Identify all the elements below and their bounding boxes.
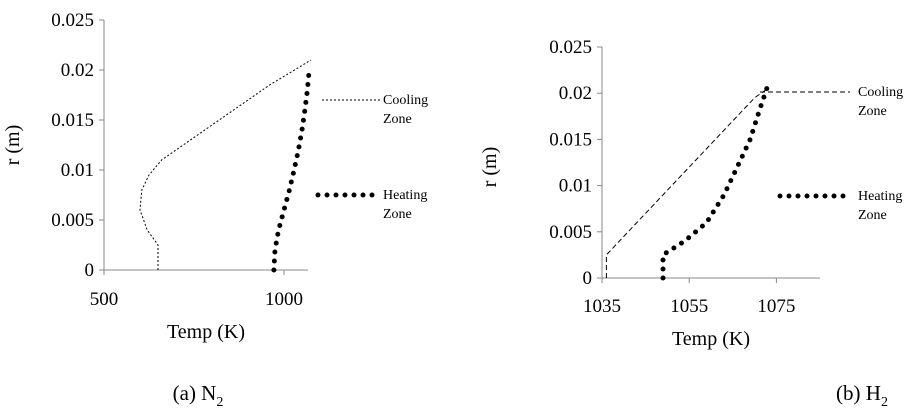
series-line-cooling-zone — [139, 59, 312, 270]
chart-panel-h2: 0 0.005 0.01 0.015 0.02 0.025 1035 1055 1075 Temp… — [479, 37, 903, 410]
y-tick-label: 0.025 — [549, 37, 592, 58]
x-tick-label: 1055 — [670, 296, 708, 317]
y-tick-label: 0.015 — [549, 129, 592, 150]
x-tick-label: 1075 — [757, 296, 795, 317]
x-axis-label: Temp (K) — [672, 328, 750, 350]
y-tick-label: 0.005 — [549, 222, 592, 243]
series-line-cooling-zone — [605, 88, 768, 278]
legend-label: Heating Zone — [858, 189, 902, 223]
legend-label: Cooling Zone — [858, 85, 903, 119]
chart-panel-n2: 0 0.005 0.01 0.015 0.02 0.025 500 1000 Temp (K) r… — [2, 10, 428, 410]
series-line-heating-zone — [271, 67, 312, 273]
panel-caption: (b) H2 — [836, 381, 888, 410]
y-tick-label: 0.01 — [559, 176, 592, 197]
x-tick-label: 1035 — [583, 296, 621, 317]
y-tick-label: 0.015 — [51, 110, 94, 131]
series-line-heating-zone — [660, 83, 771, 281]
panel-caption: (a) N2 — [173, 381, 224, 410]
y-tick-label: 0.02 — [61, 60, 94, 81]
legend-label: Cooling Zone — [383, 93, 428, 127]
x-tick-label: 1000 — [265, 289, 303, 310]
y-tick-label: 0 — [85, 260, 95, 281]
y-tick-label: 0 — [583, 268, 593, 289]
y-tick-label: 0.02 — [559, 83, 592, 104]
x-tick-label: 500 — [90, 289, 119, 310]
y-tick-label: 0.005 — [51, 210, 94, 231]
y-axis-label: r (m) — [479, 147, 501, 188]
y-tick-label: 0.01 — [61, 160, 94, 181]
y-tick-label: 0.025 — [51, 10, 94, 31]
x-axis-label: Temp (K) — [167, 321, 245, 343]
y-axis-label: r (m) — [2, 125, 24, 166]
legend-label: Heating Zone — [383, 188, 427, 222]
